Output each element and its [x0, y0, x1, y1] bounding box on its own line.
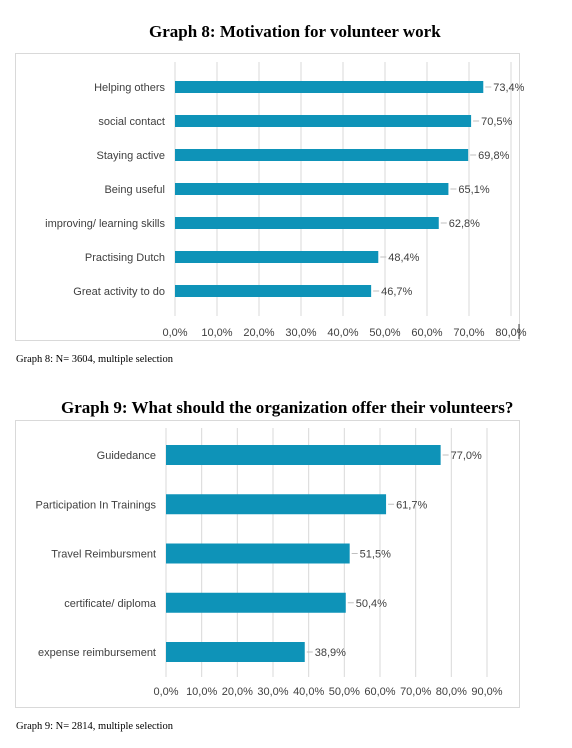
- value-label: 46,7%: [381, 286, 412, 298]
- category-label: Helping others: [94, 82, 165, 94]
- x-tick-label: 40,0%: [327, 327, 358, 339]
- bar: [175, 81, 484, 93]
- bar: [175, 183, 449, 195]
- category-label: Practising Dutch: [85, 252, 165, 264]
- chart-note: Graph 8: N= 3604, multiple selection: [16, 354, 173, 365]
- value-label: 48,4%: [388, 252, 419, 264]
- value-label: 73,4%: [493, 82, 524, 94]
- bar: [175, 115, 472, 127]
- x-tick-label: 80,0%: [495, 327, 526, 339]
- category-label: Being useful: [104, 184, 165, 196]
- category-label: Great activity to do: [73, 286, 165, 298]
- x-tick-label: 20,0%: [243, 327, 274, 339]
- value-label: 65,1%: [458, 184, 489, 196]
- bar: [175, 285, 372, 297]
- chart-note: Graph 9: N= 2814, multiple selection: [16, 721, 173, 732]
- x-tick-label: 10,0%: [201, 327, 232, 339]
- chart-title: Graph 9: What should the organization of…: [61, 398, 514, 417]
- value-label: 69,8%: [478, 150, 509, 162]
- value-label: 62,8%: [449, 218, 480, 230]
- bar: [175, 217, 439, 229]
- bar: [175, 251, 379, 263]
- chart-title: Graph 8: Motivation for volunteer work: [149, 22, 441, 41]
- x-tick-label: 30,0%: [285, 327, 316, 339]
- category-label: improving/ learning skills: [45, 218, 165, 230]
- x-tick-label: 70,0%: [453, 327, 484, 339]
- value-label: 70,5%: [481, 116, 512, 128]
- x-tick-label: 60,0%: [411, 327, 442, 339]
- category-label: social contact: [98, 116, 165, 128]
- bar: [175, 149, 469, 161]
- category-label: Staying active: [97, 150, 165, 162]
- x-tick-label: 0,0%: [162, 327, 187, 339]
- x-tick-label: 50,0%: [369, 327, 400, 339]
- chart-frame: [15, 420, 520, 708]
